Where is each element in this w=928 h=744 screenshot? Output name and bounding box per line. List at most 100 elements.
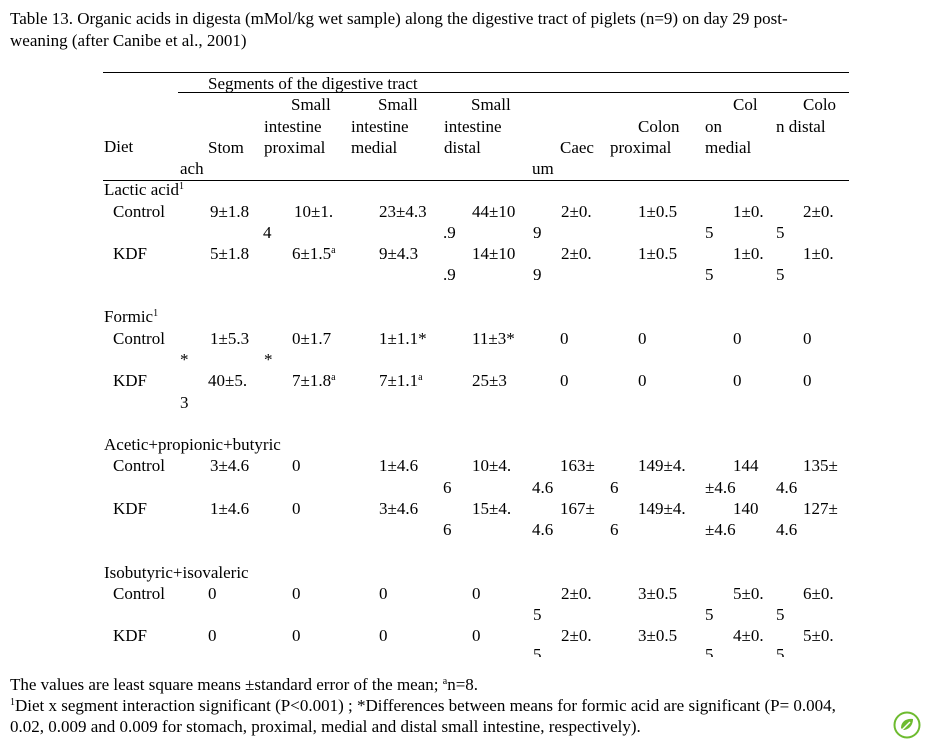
row-formic-kdf-stomach: 40±5. — [208, 371, 248, 390]
row-iso-control-diet: Control — [113, 584, 165, 603]
row-iso-kdf-cp: 3±0.5 — [638, 626, 678, 645]
row-lactic-control-sid: 44±10 — [472, 202, 516, 221]
header-bottom-rule — [103, 180, 849, 181]
row-lactic-kdf-caecum: 2±0. — [561, 244, 592, 263]
row-acetic-control-sim-wrap: 6 — [443, 478, 452, 497]
row-formic-control-caecum: 0 — [560, 329, 569, 348]
row-formic-kdf-cp: 0 — [638, 371, 647, 390]
row-formic-control-sid: 11±3* — [472, 329, 515, 348]
row-formic-control-cd: 0 — [803, 329, 812, 348]
si-medial-header-2: intestine — [351, 117, 409, 136]
row-iso-kdf-stomach: 0 — [208, 626, 217, 645]
row-acetic-kdf-cp: 149±4. — [638, 499, 686, 518]
row-acetic-control-cm: 144 — [733, 456, 759, 475]
row-iso-control-stomach: 0 — [208, 584, 217, 603]
row-acetic-control-sim: 1±4.6 — [379, 456, 419, 475]
row-acetic-control-cd-wrap: 4.6 — [776, 478, 798, 497]
row-formic-kdf-cd: 0 — [803, 371, 812, 390]
si-distal-header-1: Small — [471, 95, 511, 114]
row-lactic-control-diet: Control — [113, 202, 165, 221]
row-acetic-kdf-diet: KDF — [113, 499, 148, 518]
row-acetic-kdf-cd-wrap: 4.6 — [776, 520, 798, 539]
row-iso-kdf-cd-wrap: 5 — [776, 645, 785, 657]
row-formic-control-cm: 0 — [733, 329, 742, 348]
row-iso-kdf-cd: 5±0. — [803, 626, 834, 645]
row-lactic-kdf-cm: 1±0. — [733, 244, 764, 263]
row-lactic-kdf-sid: 14±10 — [472, 244, 516, 263]
row-iso-kdf-diet: KDF — [113, 626, 148, 645]
row-iso-kdf-sid: 0 — [472, 626, 481, 645]
colon-medial-header-1: Col — [733, 95, 758, 114]
row-lactic-kdf-diet: KDF — [113, 244, 148, 263]
row-lactic-control-cp: 1±0.5 — [638, 202, 678, 221]
colon-distal-header-1: Colo — [803, 95, 837, 114]
row-lactic-control-stomach: 9±1.8 — [210, 202, 250, 221]
row-acetic-kdf-sim-wrap: 6 — [443, 520, 452, 539]
row-acetic-control-sip: 0 — [292, 456, 301, 475]
row-acetic-kdf-sid-wrap: 4.6 — [532, 520, 554, 539]
row-formic-control-sim: 1±1.1* — [379, 329, 427, 348]
row-lactic-kdf-sid-wrap: 9 — [533, 265, 542, 284]
top-rule — [103, 72, 849, 73]
row-acetic-kdf-caecum-wrap: 6 — [610, 520, 619, 539]
colon-proximal-header-1: Colon — [638, 117, 680, 136]
row-lactic-control-sid-wrap: 9 — [533, 223, 542, 242]
row-iso-control-cp: 3±0.5 — [638, 584, 678, 603]
row-iso-kdf-caecum: 2±0. — [561, 626, 592, 645]
row-iso-kdf-sid-wrap: 5 — [533, 645, 542, 657]
row-iso-control-cm-wrap: 5 — [705, 605, 714, 624]
row-iso-kdf-cm: 4±0. — [733, 626, 764, 645]
row-formic-control-diet: Control — [113, 329, 165, 348]
row-acetic-control-cp: 149±4. — [638, 456, 686, 475]
row-lactic-kdf-sim-wrap: .9 — [443, 265, 456, 284]
row-lactic-kdf-sip: 6±1.5a — [292, 244, 336, 263]
row-iso-control-caecum: 2±0. — [561, 584, 592, 603]
leaf-logo-icon — [893, 711, 921, 739]
group-title-lactic: Lactic acid1 — [104, 180, 185, 199]
row-acetic-kdf-cm-wrap: ±4.6 — [705, 520, 736, 539]
colon-medial-header-3: medial — [705, 138, 752, 157]
colon-distal-header-2: n distal — [776, 117, 826, 136]
row-iso-control-cd: 6±0. — [803, 584, 834, 603]
row-acetic-control-sid: 10±4. — [472, 456, 512, 475]
stomach-header-wrap: ach — [180, 159, 204, 178]
row-acetic-control-diet: Control — [113, 456, 165, 475]
si-distal-header-2: intestine — [444, 117, 502, 136]
colon-proximal-header-2: proximal — [610, 138, 672, 157]
row-formic-kdf-sim: 7±1.1a — [379, 371, 423, 390]
row-lactic-kdf-cd: 1±0. — [803, 244, 834, 263]
row-acetic-control-cm-wrap: ±4.6 — [705, 478, 736, 497]
row-iso-control-cd-wrap: 5 — [776, 605, 785, 624]
row-acetic-control-caecum-wrap: 6 — [610, 478, 619, 497]
row-lactic-control-sip: 10±1. — [294, 202, 334, 221]
diet-header: Diet — [104, 137, 134, 156]
row-formic-kdf-cm: 0 — [733, 371, 742, 390]
row-lactic-control-caecum: 2±0. — [561, 202, 592, 221]
si-distal-header-3: distal — [444, 138, 481, 157]
row-iso-kdf-sip: 0 — [292, 626, 301, 645]
stomach-header: Stom — [208, 138, 244, 157]
si-medial-header-1: Small — [378, 95, 418, 114]
row-iso-kdf-cm-wrap: 5 — [705, 645, 714, 657]
row-lactic-control-cd: 2±0. — [803, 202, 834, 221]
row-lactic-control-sim-wrap: .9 — [443, 223, 456, 242]
row-acetic-control-stomach: 3±4.6 — [210, 456, 250, 475]
row-iso-control-sid: 0 — [472, 584, 481, 603]
row-formic-kdf-caecum: 0 — [560, 371, 569, 390]
row-formic-kdf-stomach-wrap: 3 — [180, 393, 189, 412]
row-formic-control-cp: 0 — [638, 329, 647, 348]
row-lactic-kdf-stomach: 5±1.8 — [210, 244, 250, 263]
row-formic-kdf-sid: 25±3 — [472, 371, 507, 390]
row-lactic-kdf-sim: 9±4.3 — [379, 244, 419, 263]
row-lactic-control-cd-wrap: 5 — [776, 223, 785, 242]
caption-line-1: Table 13. Organic acids in digesta (mMol… — [10, 9, 788, 28]
row-lactic-control-sip-wrap: 4 — [263, 223, 272, 242]
row-acetic-kdf-stomach: 1±4.6 — [210, 499, 250, 518]
row-formic-control-sip-wrap: * — [264, 350, 273, 369]
table-caption: Table 13. Organic acids in digesta (mMol… — [10, 8, 910, 52]
row-acetic-kdf-cd: 127± — [803, 499, 838, 518]
row-formic-control-stomach: 1±5.3 — [210, 329, 250, 348]
row-formic-control-sip: 0±1.7 — [292, 329, 332, 348]
row-acetic-kdf-sim: 3±4.6 — [379, 499, 419, 518]
row-formic-control-stomach-wrap: * — [180, 350, 189, 369]
